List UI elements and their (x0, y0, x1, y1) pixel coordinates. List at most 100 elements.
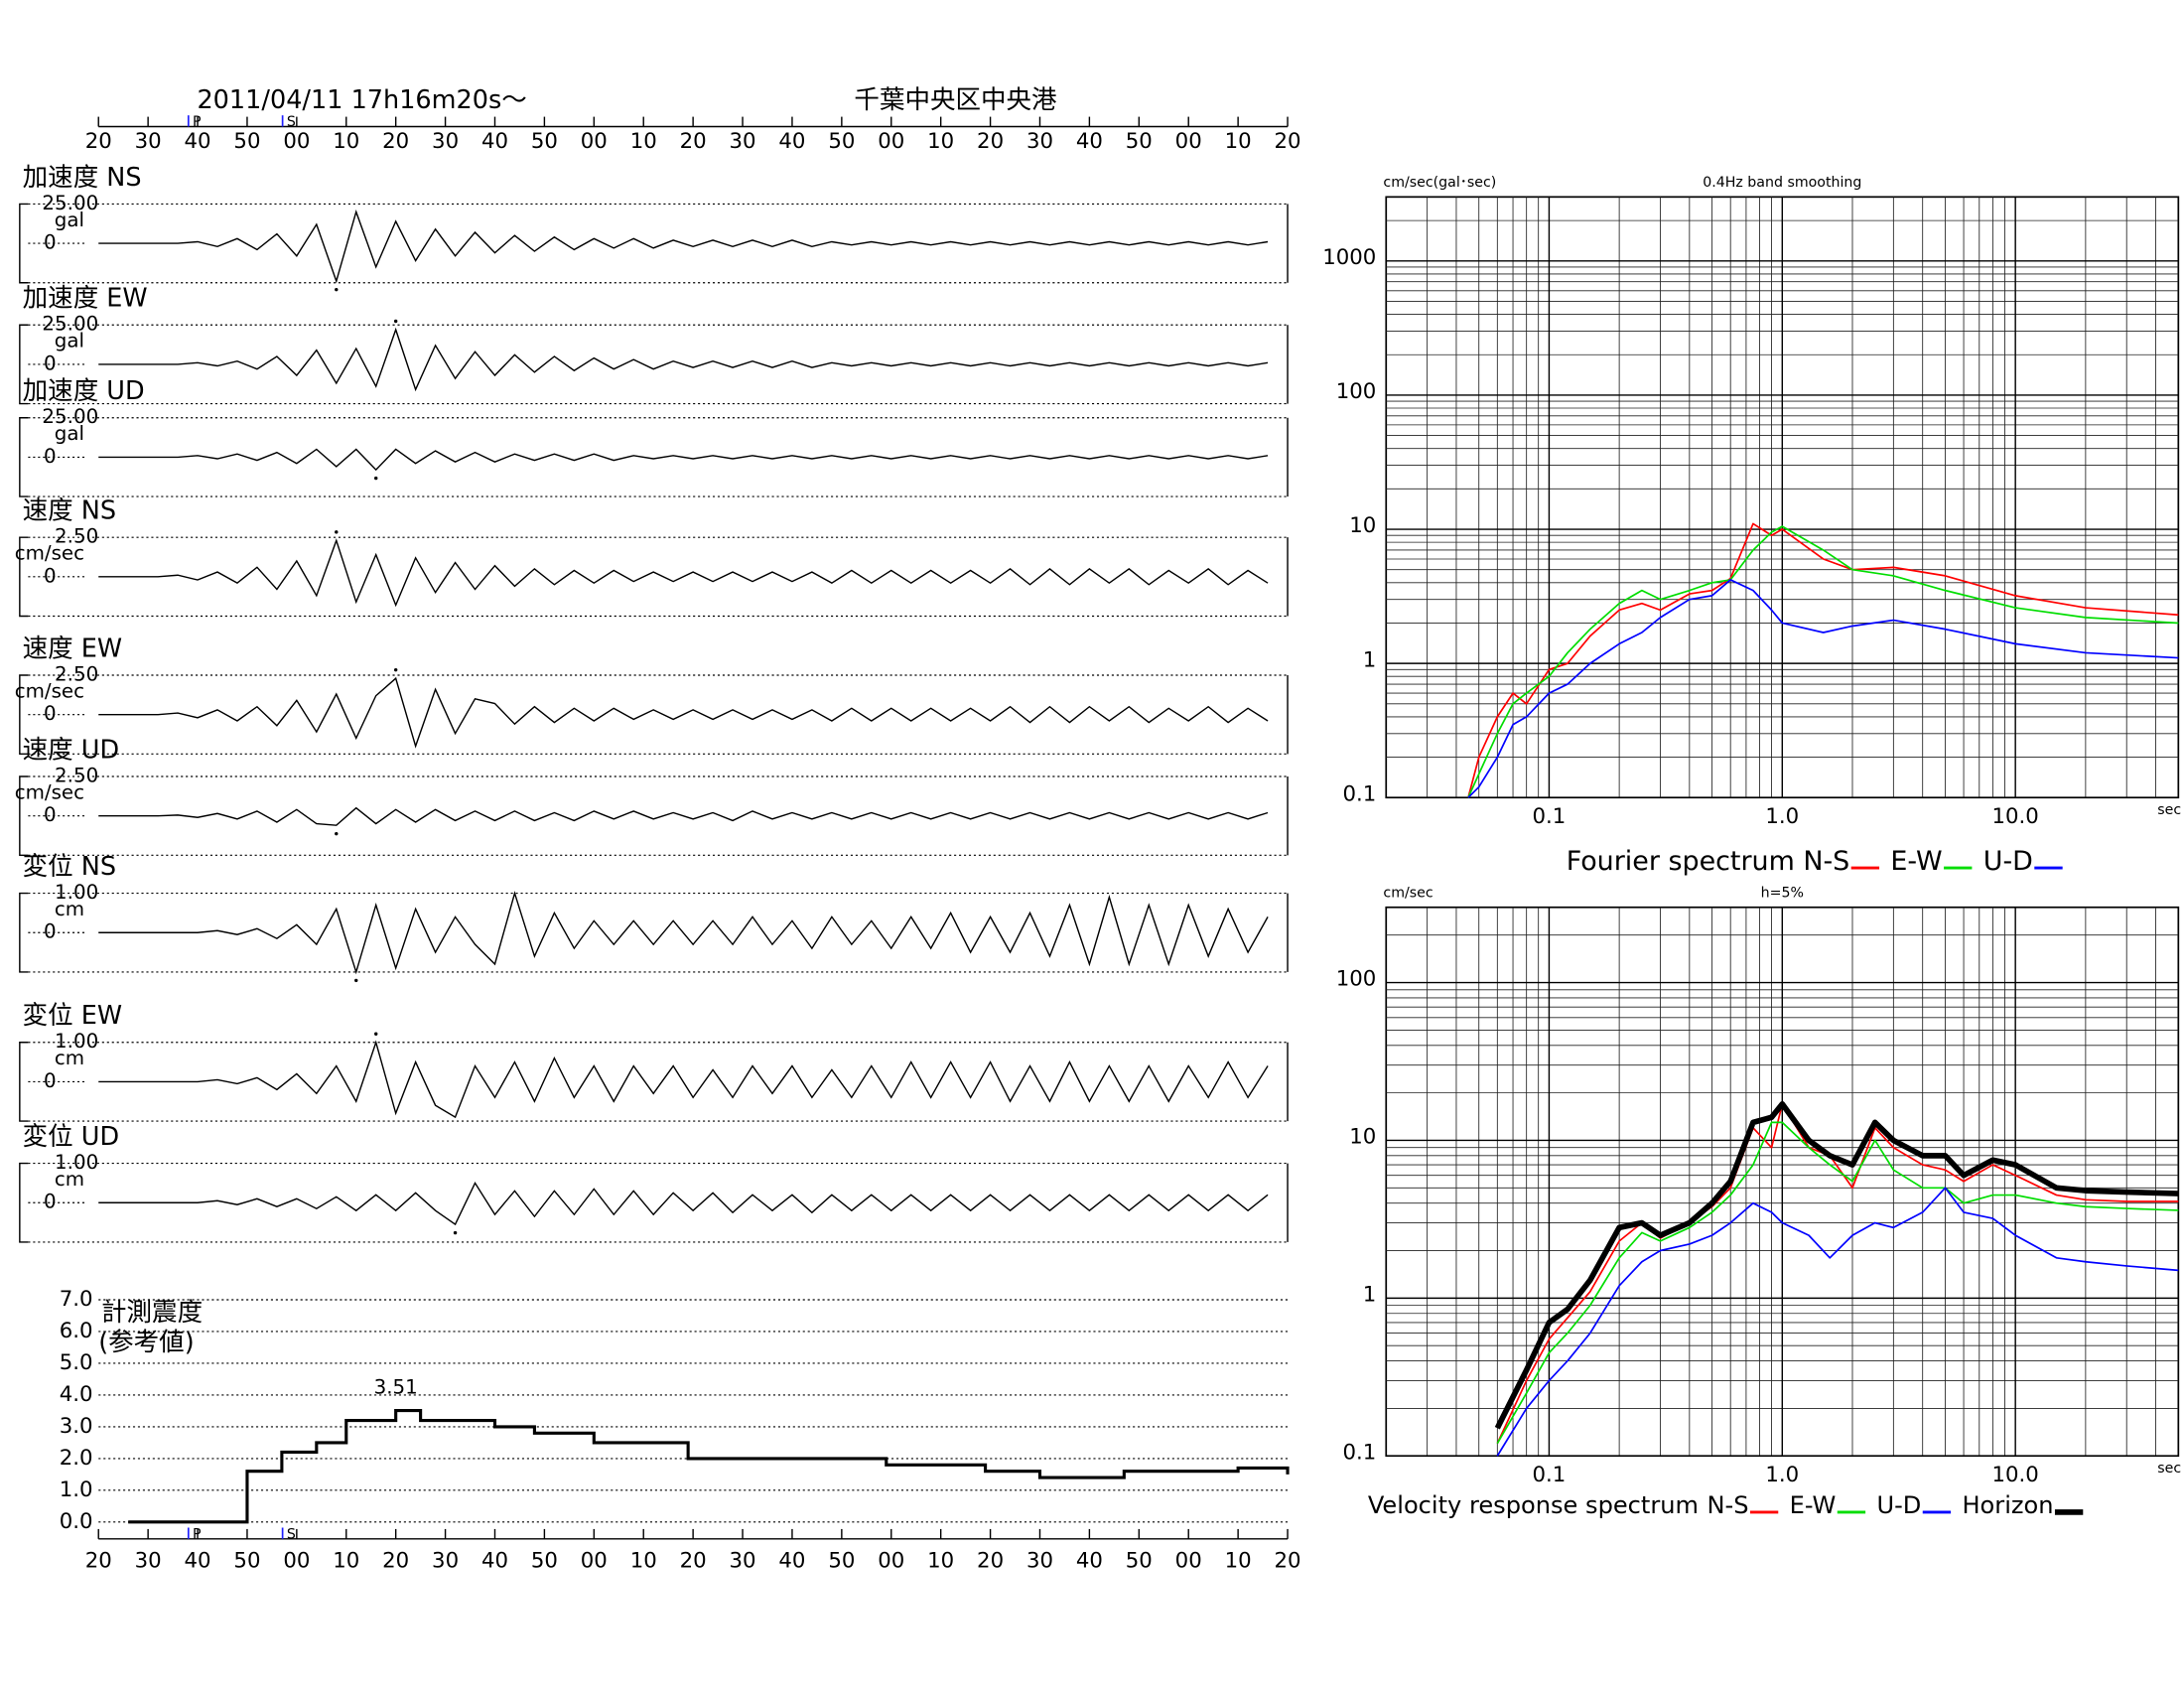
y-tick-label: 6.0 (60, 1319, 93, 1343)
legend-label: U-D (1876, 1491, 1921, 1519)
value-label: 3.51 (374, 1375, 418, 1398)
x-tick-label: 10 (1225, 129, 1252, 154)
panel-frame (19, 536, 1289, 618)
unit-label: gal (55, 209, 84, 231)
panel-title: 加速度 NS (23, 163, 142, 193)
x-tick-label: 0.1 (1533, 804, 1567, 829)
x-tick-label: 40 (481, 1549, 508, 1574)
series-line (1496, 1121, 2179, 1445)
x-tick-label: 30 (432, 1549, 459, 1574)
phase-marker-label: S (287, 1527, 296, 1543)
x-tick-label: 20 (977, 1549, 1004, 1574)
date-title: 2011/04/11 17h16m20s～ (197, 85, 526, 115)
x-tick-label: 10 (1225, 1549, 1252, 1574)
y-tick-label: 0.1 (1343, 781, 1377, 806)
waveform (98, 538, 1269, 608)
x-tick-label: 40 (778, 129, 805, 154)
x-tick-label: 30 (1026, 1549, 1053, 1574)
peak-dot (335, 530, 339, 534)
unit-label: cm/sec (15, 542, 84, 565)
x-tick-label: 30 (432, 129, 459, 154)
panel-title: 加速度 EW (23, 284, 148, 314)
x-tick-label: 30 (730, 129, 756, 154)
panel-frame (19, 1162, 1289, 1243)
x-tick-label: 00 (283, 129, 310, 154)
legend-title: Fourier spectrum (1567, 846, 1795, 877)
phase-marker-label: P (193, 1527, 202, 1543)
y-tick-label: 2.50 (55, 765, 98, 787)
legend-label: N-S (1707, 1491, 1749, 1519)
x-tick-label: 20 (382, 129, 409, 154)
x-tick-label: 50 (828, 1549, 855, 1574)
panel-frame (19, 674, 1289, 756)
waveform (98, 210, 1269, 284)
x-tick-label: 50 (531, 129, 558, 154)
x-tick-label: 10 (927, 1549, 954, 1574)
waveform (98, 676, 1269, 749)
unit-label: cm (55, 1168, 84, 1191)
unit-label: gal (55, 330, 84, 352)
y-tick-label: 2.50 (55, 525, 98, 548)
unit-label: cm (55, 1047, 84, 1069)
x-tick-label: 50 (828, 129, 855, 154)
panel-frame (19, 417, 1289, 497)
y-tick-label: 25.00 (42, 192, 98, 214)
y-tick-label: 100 (1336, 967, 1377, 992)
y-tick-label: 0 (44, 702, 57, 725)
peak-dot (393, 667, 398, 672)
y-tick-label: 1.0 (60, 1477, 93, 1502)
x-tick-label: 50 (233, 1549, 260, 1574)
y-tick-label: 0 (44, 1191, 57, 1213)
panel-title: 変位 UD (23, 1122, 119, 1152)
panel-frame (19, 1042, 1289, 1122)
x-tick-label: 00 (1175, 1549, 1202, 1574)
x-tick-label: 00 (878, 129, 904, 154)
x-tick-label: 00 (283, 1549, 310, 1574)
legend-label: E-W (1790, 1491, 1837, 1519)
y-axis-label: cm/sec (1383, 886, 1433, 902)
y-tick-label: 5.0 (60, 1350, 93, 1375)
x-tick-label: 10 (927, 129, 954, 154)
x-tick-label: 10.0 (1991, 1463, 2038, 1487)
y-tick-label: 0 (44, 445, 57, 468)
y-tick-label: 3.0 (60, 1414, 93, 1439)
panel-title: 加速度 UD (23, 376, 145, 406)
waveform (98, 1181, 1269, 1226)
x-tick-label: 40 (185, 1549, 211, 1574)
y-tick-label: 10 (1349, 513, 1376, 538)
series-line (1467, 579, 2179, 798)
y-tick-label: 1000 (1322, 245, 1376, 270)
x-tick-label: 30 (730, 1549, 756, 1574)
unit-label: gal (55, 422, 84, 445)
x-tick-label: 20 (1275, 1549, 1301, 1574)
panel-title: 変位 EW (23, 1001, 122, 1031)
x-tick-label: 20 (382, 1549, 409, 1574)
x-tick-label: 20 (680, 1549, 707, 1574)
x-tick-label: 0.1 (1533, 1463, 1567, 1487)
waveform (98, 1040, 1269, 1119)
x-tick-label: 50 (1126, 129, 1153, 154)
x-tick-label: 50 (233, 129, 260, 154)
x-tick-label: 10 (630, 1549, 657, 1574)
station-title: 千葉中央区中央港 (854, 85, 1056, 115)
chart-subtitle: (参考値) (98, 1328, 194, 1357)
y-tick-label: 0.0 (60, 1509, 93, 1534)
x-tick-label: 20 (85, 1549, 112, 1574)
unit-label: cm/sec (15, 781, 84, 804)
waveform (98, 327, 1269, 392)
y-tick-label: 100 (1336, 379, 1377, 404)
panel-frame (19, 892, 1289, 973)
x-tick-label: 40 (778, 1549, 805, 1574)
peak-dot (393, 319, 398, 324)
y-tick-label: 1.00 (55, 1151, 98, 1174)
y-tick-label: 10 (1349, 1125, 1376, 1150)
waveform (98, 806, 1269, 826)
waveform (98, 448, 1269, 472)
x-tick-label: 40 (481, 129, 508, 154)
y-tick-label: 1 (1363, 647, 1377, 672)
phase-marker-label: P (193, 114, 202, 130)
x-tick-label: 50 (531, 1549, 558, 1574)
y-tick-label: 2.50 (55, 663, 98, 686)
